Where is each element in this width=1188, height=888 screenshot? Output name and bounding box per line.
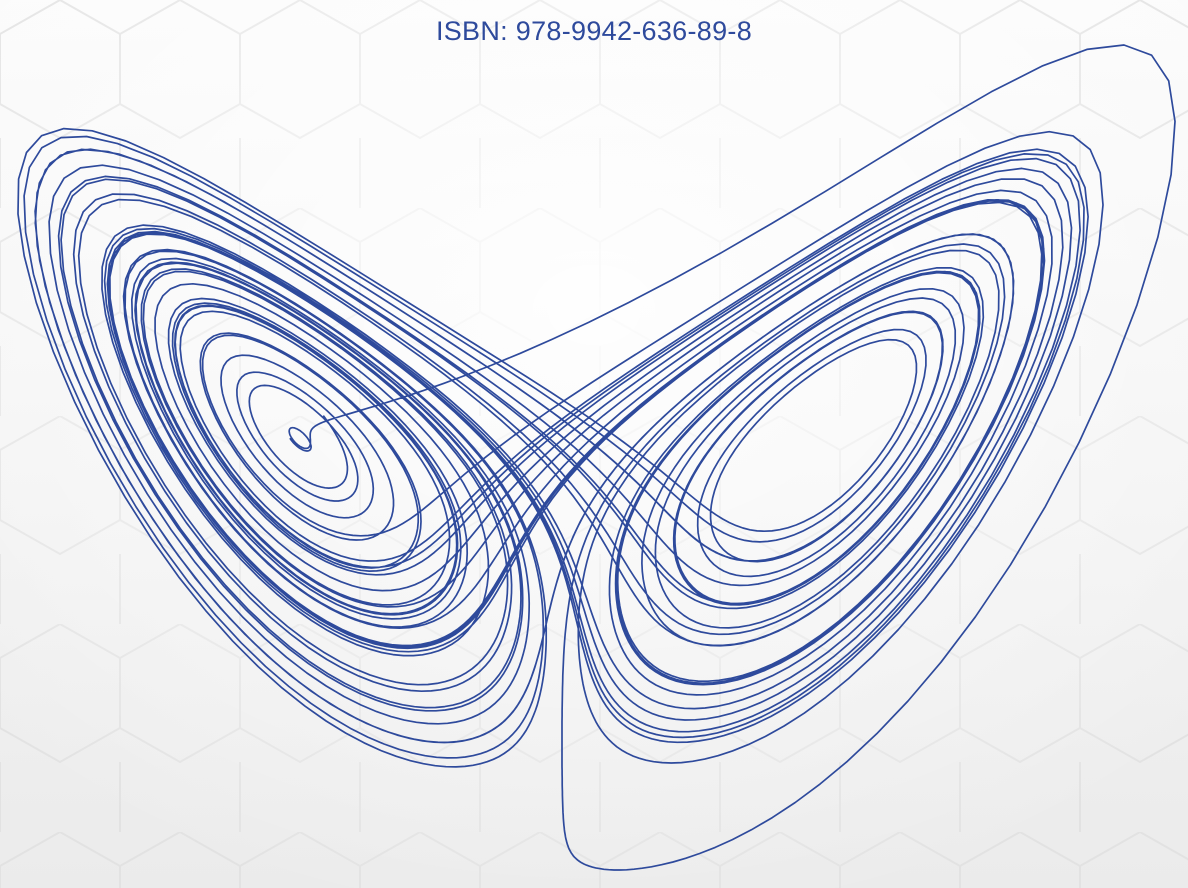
isbn-label: ISBN: 978-9942-636-89-8: [435, 16, 753, 46]
lorenz-attractor-curve: [17, 44, 1176, 871]
